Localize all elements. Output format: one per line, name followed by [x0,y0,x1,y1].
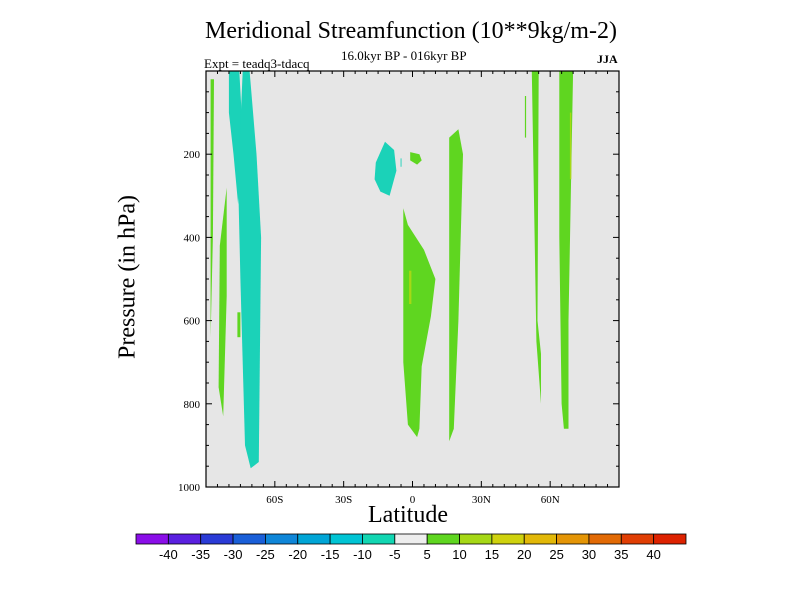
contour-region-7 [237,312,241,338]
colorbar-label: 10 [452,547,466,562]
colorbar-swatch [620,533,655,545]
colorbar-label: -40 [159,547,178,562]
y-tick-label: 400 [184,232,201,244]
colorbar-label: 30 [582,547,596,562]
colorbar-label: -25 [256,547,275,562]
season-label: JJA [597,52,618,66]
contour-region-14 [559,71,574,429]
colorbar-label: 20 [517,547,531,562]
experiment-label: Expt = teadq3-tdacq [204,56,310,71]
colorbar-swatch [265,533,299,545]
colorbar-label: 5 [424,547,431,562]
colorbar-label: 40 [646,547,660,562]
colorbar-swatch [523,533,557,545]
y-axis-label: Pressure (in hPa) [114,195,141,359]
colorbar-swatch [329,533,363,545]
x-tick-label: 30N [472,494,491,506]
colorbar-label: 25 [549,547,563,562]
y-tick-label: 600 [184,316,201,328]
colorbar-swatch [491,533,525,545]
y-tick-label: 200 [184,149,201,161]
contour-region-2 [238,71,262,469]
colorbar-label: -10 [353,547,372,562]
contour-region-5 [210,79,214,338]
x-tick-label: 30S [335,494,352,506]
colorbar-swatch [394,533,428,545]
colorbar-swatch [426,533,460,545]
contour-region-3 [374,141,397,196]
contour-region-12 [524,96,527,138]
colorbar-swatch [653,533,687,545]
colorbar-label: -20 [288,547,307,562]
contour-region-9 [410,152,422,165]
colorbar-swatch [297,533,331,545]
y-tick-label: 1000 [178,482,201,494]
colorbar-label: 15 [485,547,499,562]
colorbar-swatch [232,533,266,545]
chart-title: Meridional Streamfunction (10**9kg/m-2) [205,18,617,44]
chart-subtitle: 16.0kyr BP - 016kyr BP [341,48,467,63]
x-tick-label: 60N [541,494,560,506]
y-tick-label: 800 [184,399,201,411]
colorbar-label: -15 [321,547,340,562]
colorbar-swatch [362,533,396,545]
contour-region-10 [449,129,463,442]
contour-region-6 [218,187,227,417]
contour-region-4 [400,158,402,167]
colorbar-label: 35 [614,547,628,562]
colorbar-swatch [556,533,590,545]
colorbar-swatch [588,533,622,545]
colorbar-swatch [200,533,234,545]
colorbar-label: -5 [389,547,401,562]
colorbar-swatch [459,533,493,545]
colorbar-swatch [167,533,202,545]
contour-region-13 [531,71,541,404]
colorbar-label: -35 [191,547,210,562]
contour-region-8 [403,208,436,438]
contour-region-11 [409,270,412,304]
contour-region-15 [569,112,572,180]
colorbar-swatch [135,533,169,545]
colorbar-label: -30 [224,547,243,562]
x-tick-label: 0 [410,494,416,506]
x-tick-label: 60S [266,494,283,506]
x-axis-label: Latitude [368,502,448,528]
